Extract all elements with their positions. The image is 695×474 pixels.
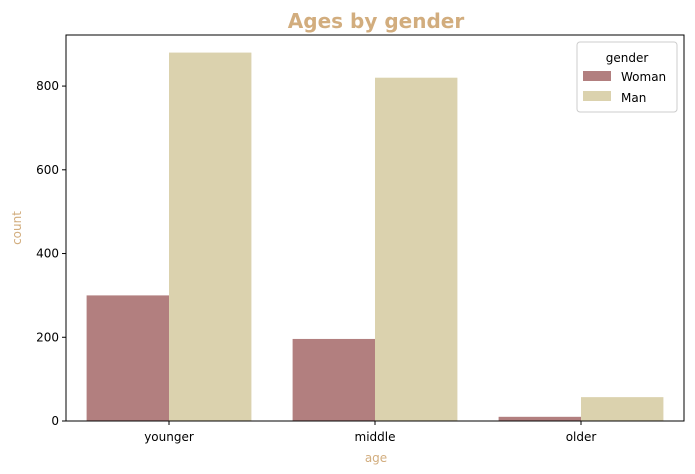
y-axis: 0 200 400 600 800 xyxy=(36,79,66,428)
bar-man-younger xyxy=(169,52,252,421)
bar-woman-younger xyxy=(86,295,169,421)
x-tick-label-older: older xyxy=(566,430,597,444)
x-axis: younger middle older xyxy=(144,421,596,444)
legend-label-woman: Woman xyxy=(621,70,666,84)
legend-title: gender xyxy=(606,51,649,65)
legend-swatch-man xyxy=(583,91,611,101)
y-tick-label: 800 xyxy=(36,79,59,93)
bar-woman-older xyxy=(498,416,581,421)
x-tick-label-younger: younger xyxy=(144,430,194,444)
y-tick-label: 0 xyxy=(51,414,59,428)
legend: gender Woman Man xyxy=(576,41,678,113)
bar-man-older xyxy=(581,397,664,421)
y-tick-label: 400 xyxy=(36,247,59,261)
bars-group xyxy=(86,52,664,421)
legend-label-man: Man xyxy=(621,91,646,105)
y-axis-label: count xyxy=(10,211,24,245)
x-axis-label: age xyxy=(365,451,387,465)
bar-woman-middle xyxy=(292,338,375,421)
chart-title: Ages by gender xyxy=(288,9,465,33)
bar-man-middle xyxy=(375,77,458,421)
y-tick-label: 600 xyxy=(36,163,59,177)
y-tick-label: 200 xyxy=(36,330,59,344)
legend-swatch-woman xyxy=(583,71,611,81)
x-tick-label-middle: middle xyxy=(355,430,396,444)
